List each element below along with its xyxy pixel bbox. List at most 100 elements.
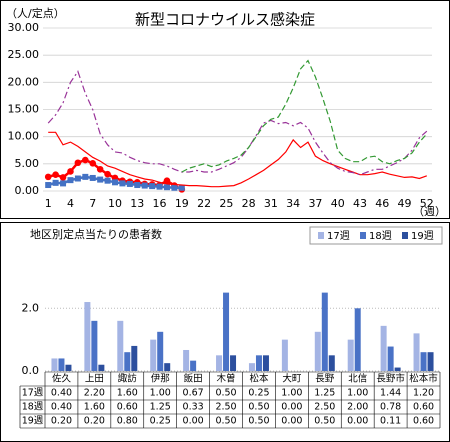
value-label: 0.60	[413, 402, 434, 413]
bar	[91, 320, 98, 371]
y-axis-label: （人/定点）	[6, 6, 65, 20]
x-axis-label: （週）	[413, 205, 446, 218]
value-label: 1.00	[281, 388, 302, 399]
marker	[74, 175, 81, 182]
marker	[156, 183, 163, 190]
bar	[131, 345, 138, 371]
marker	[134, 182, 141, 189]
bar	[354, 308, 361, 371]
x-tick-label: 28	[242, 197, 256, 210]
category-label: 佐久	[52, 373, 72, 385]
row-label: 19週	[22, 415, 44, 427]
y-tick-label: 20.00	[8, 75, 40, 88]
value-label: 1.20	[413, 388, 434, 399]
y-tick-label: 5.00	[15, 157, 40, 170]
marker	[60, 180, 67, 187]
legend-label: 17週	[327, 230, 350, 242]
x-tick-label: 25	[219, 197, 233, 210]
legend-box	[309, 226, 443, 245]
bar	[190, 360, 197, 371]
category-label: 木曽	[217, 373, 236, 385]
marker	[52, 179, 59, 186]
category-label: 松本市	[409, 373, 438, 385]
marker	[82, 173, 89, 180]
marker	[119, 180, 126, 187]
value-label: 0.25	[150, 416, 171, 427]
bar	[281, 339, 288, 371]
marker	[141, 182, 148, 189]
bar	[387, 346, 394, 371]
x-tick-label: 7	[89, 197, 96, 210]
value-label: 0.40	[51, 402, 72, 413]
marker	[178, 184, 185, 191]
y-tick-label: 30.00	[8, 21, 40, 34]
series-line	[181, 59, 428, 173]
x-tick-label: 16	[153, 197, 167, 210]
value-label: 1.00	[347, 388, 368, 399]
chart-title: 地区別定点当たりの患者数	[30, 227, 162, 241]
category-label: 大町	[282, 373, 302, 385]
bar	[230, 355, 237, 371]
marker	[52, 171, 59, 178]
x-tick-label: 31	[264, 197, 278, 210]
marker	[104, 170, 111, 178]
bar	[150, 339, 157, 371]
value-label: 2.50	[215, 402, 236, 413]
y-tick-label: 10.00	[8, 130, 40, 143]
bar	[380, 325, 387, 371]
y-tick-label: 15.00	[8, 103, 40, 116]
series-line	[48, 131, 428, 188]
value-label: 2.00	[347, 402, 368, 413]
bar	[328, 355, 335, 371]
legend-label: 18週	[369, 230, 392, 242]
value-label: 0.78	[380, 402, 401, 413]
marker	[126, 180, 133, 187]
value-label: 0.67	[183, 388, 204, 399]
bar	[420, 352, 427, 371]
y-tick-label: 0.00	[15, 184, 40, 197]
value-label: 2.50	[314, 402, 335, 413]
bar	[262, 355, 269, 371]
category-label: 飯田	[184, 373, 203, 385]
x-tick-label: 1	[45, 197, 52, 210]
value-label: 0.50	[248, 416, 269, 427]
bar	[98, 364, 105, 371]
value-label: 0.00	[347, 416, 368, 427]
bar	[183, 349, 190, 371]
value-label: 0.60	[413, 416, 434, 427]
value-label: 0.33	[183, 402, 204, 413]
bar	[321, 292, 328, 371]
value-label: 1.25	[314, 388, 335, 399]
bar	[65, 364, 72, 371]
value-label: 0.50	[248, 402, 269, 413]
category-label: 伊那	[151, 373, 171, 385]
bar	[413, 333, 420, 371]
bar	[255, 355, 262, 371]
bar	[223, 292, 230, 371]
value-label: 0.00	[281, 402, 302, 413]
bar	[164, 363, 171, 371]
marker	[67, 168, 74, 175]
category-label: 松本	[249, 373, 269, 385]
legend-swatch	[360, 232, 366, 239]
marker	[67, 177, 74, 184]
marker	[74, 159, 82, 167]
bar	[117, 320, 124, 371]
value-label: 1.60	[84, 402, 105, 413]
marker	[163, 184, 170, 191]
value-label: 0.00	[183, 416, 204, 427]
y-tick-label: 2.0	[22, 301, 40, 314]
x-tick-label: 10	[108, 197, 122, 210]
value-label: 0.20	[84, 416, 105, 427]
marker	[89, 159, 97, 167]
value-label: 0.50	[215, 388, 236, 399]
category-label: 長野	[315, 374, 335, 385]
marker	[171, 184, 178, 191]
value-label: 0.20	[51, 416, 72, 427]
marker	[82, 156, 89, 164]
category-label: 北信	[348, 373, 367, 385]
x-tick-label: 19	[175, 197, 189, 210]
value-label: 0.25	[248, 388, 269, 399]
y-tick-label: 0.0	[22, 364, 40, 377]
